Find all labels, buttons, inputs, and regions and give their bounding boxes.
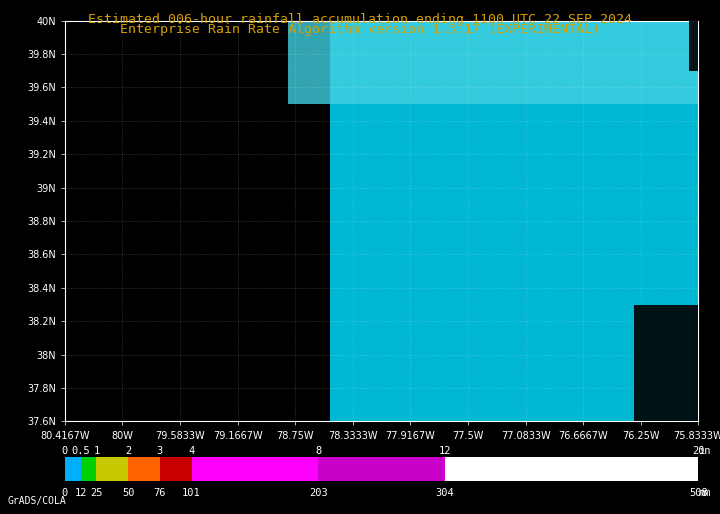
Text: 4: 4 [189,447,194,456]
Text: 8: 8 [315,447,321,456]
Text: 76: 76 [153,488,166,498]
Text: in: in [698,447,711,456]
FancyBboxPatch shape [81,457,96,481]
Text: 25: 25 [90,488,103,498]
Text: 1: 1 [94,447,99,456]
Text: 101: 101 [182,488,201,498]
FancyBboxPatch shape [160,457,192,481]
Polygon shape [288,21,698,104]
Text: Enterprise Rain Rate Algorithm version 1.3.17 (EXPERIMENTAL): Enterprise Rain Rate Algorithm version 1… [120,23,600,36]
Text: 0: 0 [62,488,68,498]
Polygon shape [330,21,698,421]
Text: GrADS/COLA: GrADS/COLA [7,497,66,506]
Text: 12: 12 [438,447,451,456]
Text: Estimated 006-hour rainfall accumulation ending 1100 UTC 22 SEP 2024: Estimated 006-hour rainfall accumulation… [88,13,632,26]
Text: 508: 508 [689,488,708,498]
Text: mm: mm [698,488,711,498]
Text: 304: 304 [436,488,454,498]
Polygon shape [689,21,698,70]
FancyBboxPatch shape [65,457,81,481]
Text: 0.5: 0.5 [71,447,90,456]
FancyBboxPatch shape [96,457,128,481]
Text: 50: 50 [122,488,135,498]
Polygon shape [634,305,698,421]
Text: 12: 12 [74,488,87,498]
Text: 203: 203 [309,488,328,498]
FancyBboxPatch shape [128,457,160,481]
Text: 20: 20 [692,447,705,456]
Text: 2: 2 [125,447,131,456]
FancyBboxPatch shape [318,457,445,481]
Text: 0: 0 [62,447,68,456]
FancyBboxPatch shape [445,457,698,481]
Text: 3: 3 [157,447,163,456]
FancyBboxPatch shape [192,457,318,481]
